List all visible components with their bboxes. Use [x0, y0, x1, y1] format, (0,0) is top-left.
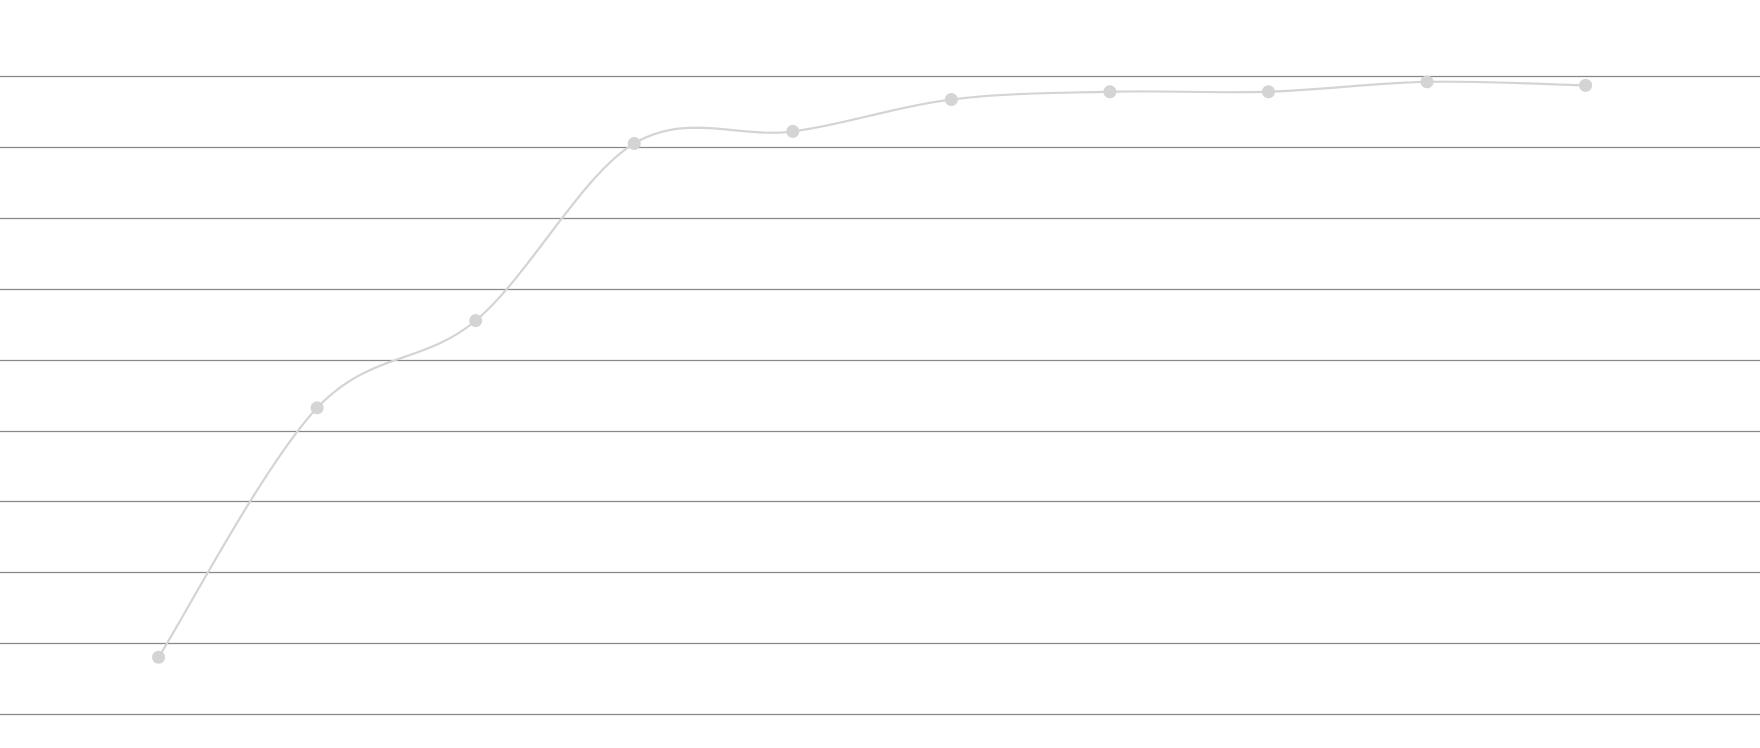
data-point-5[interactable] [786, 124, 800, 138]
series-line-0 [157, 80, 1586, 658]
gridlines [0, 75, 1760, 716]
data-point-10[interactable] [1579, 78, 1593, 92]
data-point-1[interactable] [152, 650, 166, 664]
series-layer [157, 80, 1586, 658]
data-point-9[interactable] [1420, 75, 1434, 89]
data-point-8[interactable] [1261, 85, 1275, 99]
data-point-6[interactable] [944, 93, 958, 107]
data-point-7[interactable] [1103, 85, 1117, 99]
data-point-3[interactable] [469, 314, 483, 328]
data-points [152, 75, 1593, 664]
data-point-4[interactable] [627, 136, 641, 150]
data-point-2[interactable] [310, 401, 324, 415]
